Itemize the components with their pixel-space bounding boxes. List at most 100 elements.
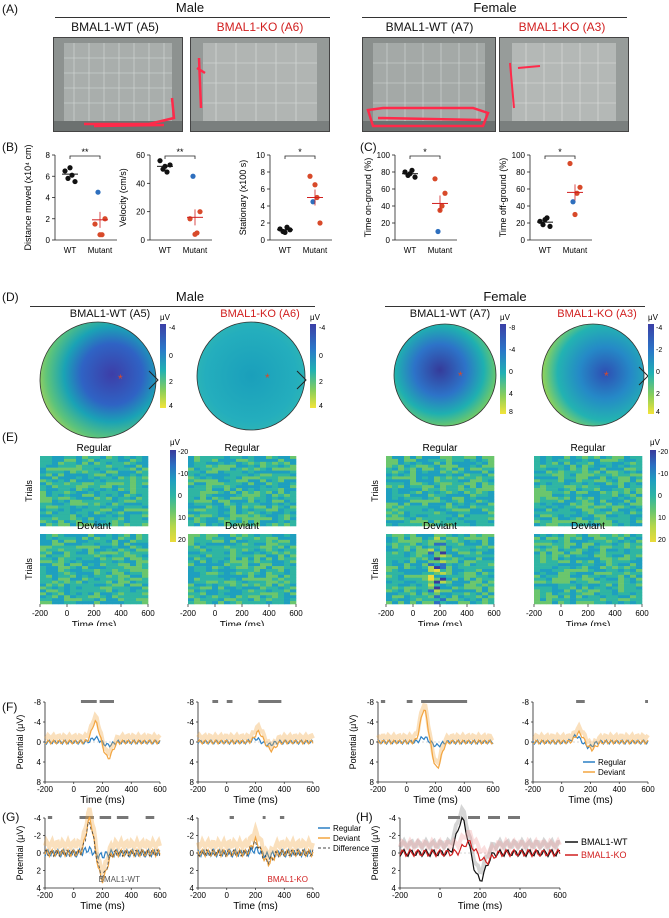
heatmap-cell <box>600 571 607 576</box>
heatmap-cell <box>106 539 113 544</box>
heatmap-cell <box>124 595 131 599</box>
heatmap-cell <box>476 548 483 552</box>
heatmap-cell <box>570 592 577 596</box>
heatmap-cell <box>570 551 577 555</box>
heatmap-cell <box>58 539 65 544</box>
heatmap-cell <box>260 571 267 576</box>
heatmap-cell <box>630 505 637 509</box>
heatmap-cell <box>576 586 583 590</box>
heatmap-cell <box>606 514 613 518</box>
heatmap-cell <box>130 505 137 509</box>
heatmap-cell <box>64 496 71 501</box>
heatmap-cell <box>52 499 59 503</box>
heatmap-cell <box>540 514 547 518</box>
heatmap-cell <box>410 520 417 524</box>
heatmap-cell <box>88 505 95 509</box>
heatmap-cell <box>64 499 71 503</box>
heatmap-cell <box>558 551 565 555</box>
heatmap-cell <box>440 485 447 489</box>
heatmap-cell <box>266 502 273 506</box>
heatmap-cell <box>278 491 285 495</box>
heatmap-cell <box>212 488 219 492</box>
heatmap-cell <box>100 517 107 521</box>
heatmap-cell <box>100 571 107 576</box>
heatmap-cell <box>206 595 213 599</box>
heatmap-cell <box>476 589 483 593</box>
heatmap-cell <box>606 488 613 492</box>
heatmap-cell <box>546 458 553 463</box>
heatmap-cell <box>266 577 273 581</box>
heatmap-cell <box>482 586 489 590</box>
heatmap-cell <box>422 586 429 590</box>
heatmap-cell <box>482 476 489 480</box>
heatmap-cell <box>242 601 249 605</box>
heatmap-cell <box>564 598 571 602</box>
wt-point <box>164 169 170 175</box>
heatmap-cell <box>254 493 261 498</box>
heatmap-cell <box>624 520 631 524</box>
heatmap-cell <box>40 554 47 558</box>
heatmap-cell <box>600 523 607 527</box>
heatmap-cell <box>410 580 417 584</box>
heatmap-cell <box>242 499 249 503</box>
heatmap-cell <box>40 577 47 581</box>
heatmap-cell <box>260 493 267 498</box>
heatmap-cell <box>194 563 201 567</box>
mutant-point <box>190 173 196 179</box>
heatmap-cell <box>588 548 595 552</box>
heatmap-cell <box>488 601 495 605</box>
heatmap-cell <box>218 595 225 599</box>
heatmap-cell <box>552 563 559 567</box>
heatmap-cell <box>194 458 201 463</box>
heatmap-cell <box>64 589 71 593</box>
y-tick-label: -8 <box>522 698 530 707</box>
heatmap-cell <box>46 491 53 495</box>
heatmap-cell <box>552 542 559 546</box>
heatmap-cell <box>100 514 107 518</box>
heatmap-cell <box>624 496 631 501</box>
heatmap-cell <box>206 534 213 538</box>
heatmap-cell <box>278 458 285 463</box>
heatmap-cell <box>70 554 77 558</box>
heatmap-cell <box>200 560 207 564</box>
heatmap-cell <box>194 523 201 527</box>
heatmap-cell <box>58 485 65 489</box>
heatmap-cell <box>434 566 441 570</box>
heatmap-cell <box>458 534 465 538</box>
heatmap-cell <box>88 476 95 480</box>
heatmap-cell <box>386 485 393 489</box>
heatmap-cell <box>552 598 559 602</box>
heatmap-cell <box>392 467 399 471</box>
heatmap-cell <box>254 505 261 509</box>
heatmap-cell <box>636 517 643 521</box>
heatmap-cell <box>82 470 89 474</box>
heatmap-cell <box>588 514 595 518</box>
heatmap-cell <box>224 536 231 541</box>
mutant-point <box>577 184 583 190</box>
heatmap-cell <box>534 586 541 590</box>
heatmap-cell <box>278 534 285 538</box>
heatmap-cell <box>40 508 47 512</box>
heatmap-cell <box>476 499 483 503</box>
heatmap-cell <box>576 557 583 561</box>
heatmap-cell <box>618 523 625 527</box>
heatmap-cell <box>552 548 559 552</box>
heatmap-cell <box>224 534 231 538</box>
heatmap-cell <box>636 586 643 590</box>
heatmap-cell <box>464 592 471 596</box>
heatmap-cell <box>112 511 119 515</box>
heatmap-cell <box>272 461 279 466</box>
heatmap-cell <box>64 473 71 477</box>
heatmap-cell <box>284 560 291 564</box>
heatmap-cell <box>470 545 477 549</box>
heatmap-cell <box>106 595 113 599</box>
heatmap-cell <box>124 534 131 538</box>
heatmap-cell <box>224 456 231 460</box>
heatmap-cell <box>618 464 625 468</box>
heatmap-cell <box>404 566 411 570</box>
heatmap-cell <box>440 511 447 515</box>
heatmap-cell <box>404 563 411 567</box>
heatmap-cell <box>630 473 637 477</box>
heatmap-cell <box>422 496 429 501</box>
cb-unit: μV <box>648 313 659 322</box>
